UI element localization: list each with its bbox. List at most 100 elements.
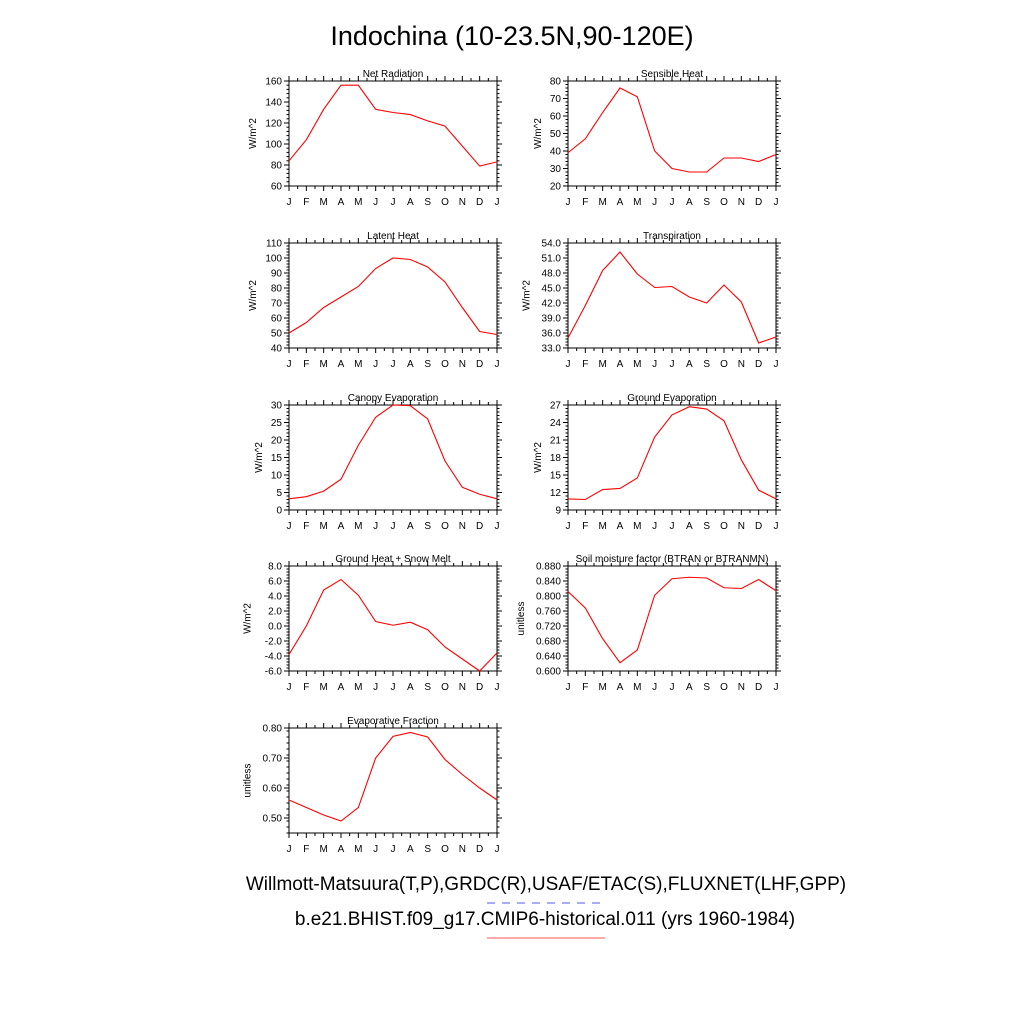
ground-evaporation-xtick-label: F	[582, 521, 588, 532]
evaporative-fraction-xtick-label: F	[303, 844, 309, 855]
ground-heat-snow-melt-ytick-label: 4.0	[268, 592, 282, 603]
sensible-heat-xtick-label: S	[703, 197, 710, 208]
net-radiation-xtick-label: O	[441, 197, 449, 208]
canopy-evaporation-xtick-label: J	[287, 521, 292, 532]
net-radiation-ytick-label: 100	[265, 140, 282, 151]
transpiration-xtick-label: M	[633, 359, 641, 370]
soil-moisture-factor-btran-or-btranmn-xtick-label: J	[670, 682, 675, 693]
latent-heat-plot-frame	[288, 242, 498, 349]
canopy-evaporation-xtick-label: A	[407, 521, 414, 532]
figure-title: Indochina (10-23.5N,90-120E)	[330, 21, 693, 51]
soil-moisture-factor-btran-or-btranmn-xtick-label: A	[617, 682, 624, 693]
latent-heat-ytick-label: 80	[271, 284, 283, 295]
transpiration-xtick-label: O	[720, 359, 728, 370]
transpiration-ytick-label: 36.0	[542, 329, 562, 340]
transpiration-xtick-label: J	[566, 359, 571, 370]
latent-heat-ytick-label: 70	[271, 299, 283, 310]
latent-heat-ytick-label: 50	[271, 329, 283, 340]
canopy-evaporation-xtick-label: D	[476, 521, 483, 532]
canopy-evaporation-ytick-label: 20	[271, 436, 283, 447]
ground-heat-snow-melt-ylabel: W/m^2	[243, 603, 254, 634]
soil-moisture-factor-btran-or-btranmn-xtick-label: J	[652, 682, 657, 693]
ground-heat-snow-melt-xtick-label: O	[441, 682, 449, 693]
soil-moisture-factor-btran-or-btranmn-xtick-label: D	[755, 682, 762, 693]
latent-heat-xtick-label: N	[459, 359, 466, 370]
canopy-evaporation-xtick-label: J	[391, 521, 396, 532]
soil-moisture-factor-btran-or-btranmn-ytick-label: 0.720	[536, 622, 561, 633]
transpiration-ytick-label: 39.0	[542, 314, 562, 325]
ground-heat-snow-melt-xtick-label: F	[303, 682, 309, 693]
ground-evaporation-series-line	[567, 406, 777, 501]
canopy-evaporation-ytick-label: 15	[271, 453, 283, 464]
sensible-heat-ytick-label: 20	[550, 182, 562, 193]
net-radiation-ytick-label: 120	[265, 119, 282, 130]
ground-heat-snow-melt-xtick-label: J	[391, 682, 396, 693]
transpiration-ytick-label: 48.0	[542, 269, 562, 280]
canopy-evaporation-xtick-label: M	[354, 521, 362, 532]
ground-evaporation-ytick-label: 18	[550, 453, 562, 464]
latent-heat-ytick-label: 40	[271, 344, 283, 355]
soil-moisture-factor-btran-or-btranmn-ylabel: unitless	[516, 602, 527, 636]
sensible-heat-ytick-label: 50	[550, 129, 562, 140]
canopy-evaporation-series-line	[288, 404, 498, 500]
ground-evaporation-ytick-label: 21	[550, 436, 562, 447]
transpiration-ytick-label: 42.0	[542, 299, 562, 310]
ground-evaporation-xtick-label: J	[566, 521, 571, 532]
evaporative-fraction-title: Evaporative Fraction	[347, 716, 439, 727]
sensible-heat-xtick-label: O	[720, 197, 728, 208]
sensible-heat-ytick-label: 60	[550, 112, 562, 123]
sensible-heat-xtick-label: A	[617, 197, 624, 208]
ground-heat-snow-melt-xtick-label: J	[495, 682, 500, 693]
transpiration-series-line	[567, 251, 777, 344]
ground-evaporation-ylabel: W/m^2	[533, 442, 544, 473]
latent-heat-xtick-label: J	[495, 359, 500, 370]
ground-evaporation-plot-frame	[567, 404, 777, 511]
net-radiation-ytick-label: 80	[271, 161, 283, 172]
transpiration-ylabel: W/m^2	[522, 280, 533, 311]
evaporative-fraction-xtick-label: D	[476, 844, 483, 855]
ground-evaporation-xtick-label: A	[617, 521, 624, 532]
ground-heat-snow-melt-xtick-label: M	[319, 682, 327, 693]
latent-heat-xtick-label: D	[476, 359, 483, 370]
soil-moisture-factor-btran-or-btranmn-ytick-label: 0.600	[536, 667, 561, 678]
ground-evaporation-ytick-label: 27	[550, 401, 562, 412]
latent-heat-ytick-label: 90	[271, 269, 283, 280]
soil-moisture-factor-btran-or-btranmn-xtick-label: S	[703, 682, 710, 693]
soil-moisture-factor-btran-or-btranmn-ytick-label: 0.840	[536, 577, 561, 588]
transpiration-ytick-label: 51.0	[542, 254, 562, 265]
canopy-evaporation-ytick-label: 10	[271, 471, 283, 482]
evaporative-fraction-xtick-label: J	[391, 844, 396, 855]
transpiration-title: Transpiration	[643, 231, 701, 242]
evaporative-fraction-ytick-label: 0.60	[263, 784, 283, 795]
ground-heat-snow-melt-xtick-label: M	[354, 682, 362, 693]
evaporative-fraction-ytick-label: 0.70	[263, 754, 283, 765]
sensible-heat-xtick-label: F	[582, 197, 588, 208]
evaporative-fraction-ylabel: unitless	[243, 764, 254, 798]
ground-evaporation-ytick-label: 9	[555, 506, 561, 517]
transpiration-ytick-label: 45.0	[542, 284, 562, 295]
soil-moisture-factor-btran-or-btranmn-xtick-label: N	[738, 682, 745, 693]
canopy-evaporation-xtick-label: J	[373, 521, 378, 532]
net-radiation-series-line	[288, 84, 498, 167]
net-radiation-xtick-label: J	[391, 197, 396, 208]
ground-evaporation-xtick-label: N	[738, 521, 745, 532]
sensible-heat-ylabel: W/m^2	[533, 118, 544, 149]
ground-evaporation-xtick-label: D	[755, 521, 762, 532]
panel-soil-moisture-factor-btran-or-btranmn: Soil moisture factor (BTRAN or BTRANMN) J…	[516, 554, 781, 693]
soil-moisture-factor-btran-or-btranmn-ytick-label: 0.680	[536, 637, 561, 648]
evaporative-fraction-xtick-label: J	[373, 844, 378, 855]
ground-evaporation-xtick-label: M	[598, 521, 606, 532]
transpiration-xtick-label: S	[703, 359, 710, 370]
latent-heat-xtick-label: S	[424, 359, 431, 370]
canopy-evaporation-plot-frame	[288, 404, 498, 511]
sensible-heat-xtick-label: A	[686, 197, 693, 208]
sensible-heat-xtick-label: J	[670, 197, 675, 208]
canopy-evaporation-xtick-label: F	[303, 521, 309, 532]
